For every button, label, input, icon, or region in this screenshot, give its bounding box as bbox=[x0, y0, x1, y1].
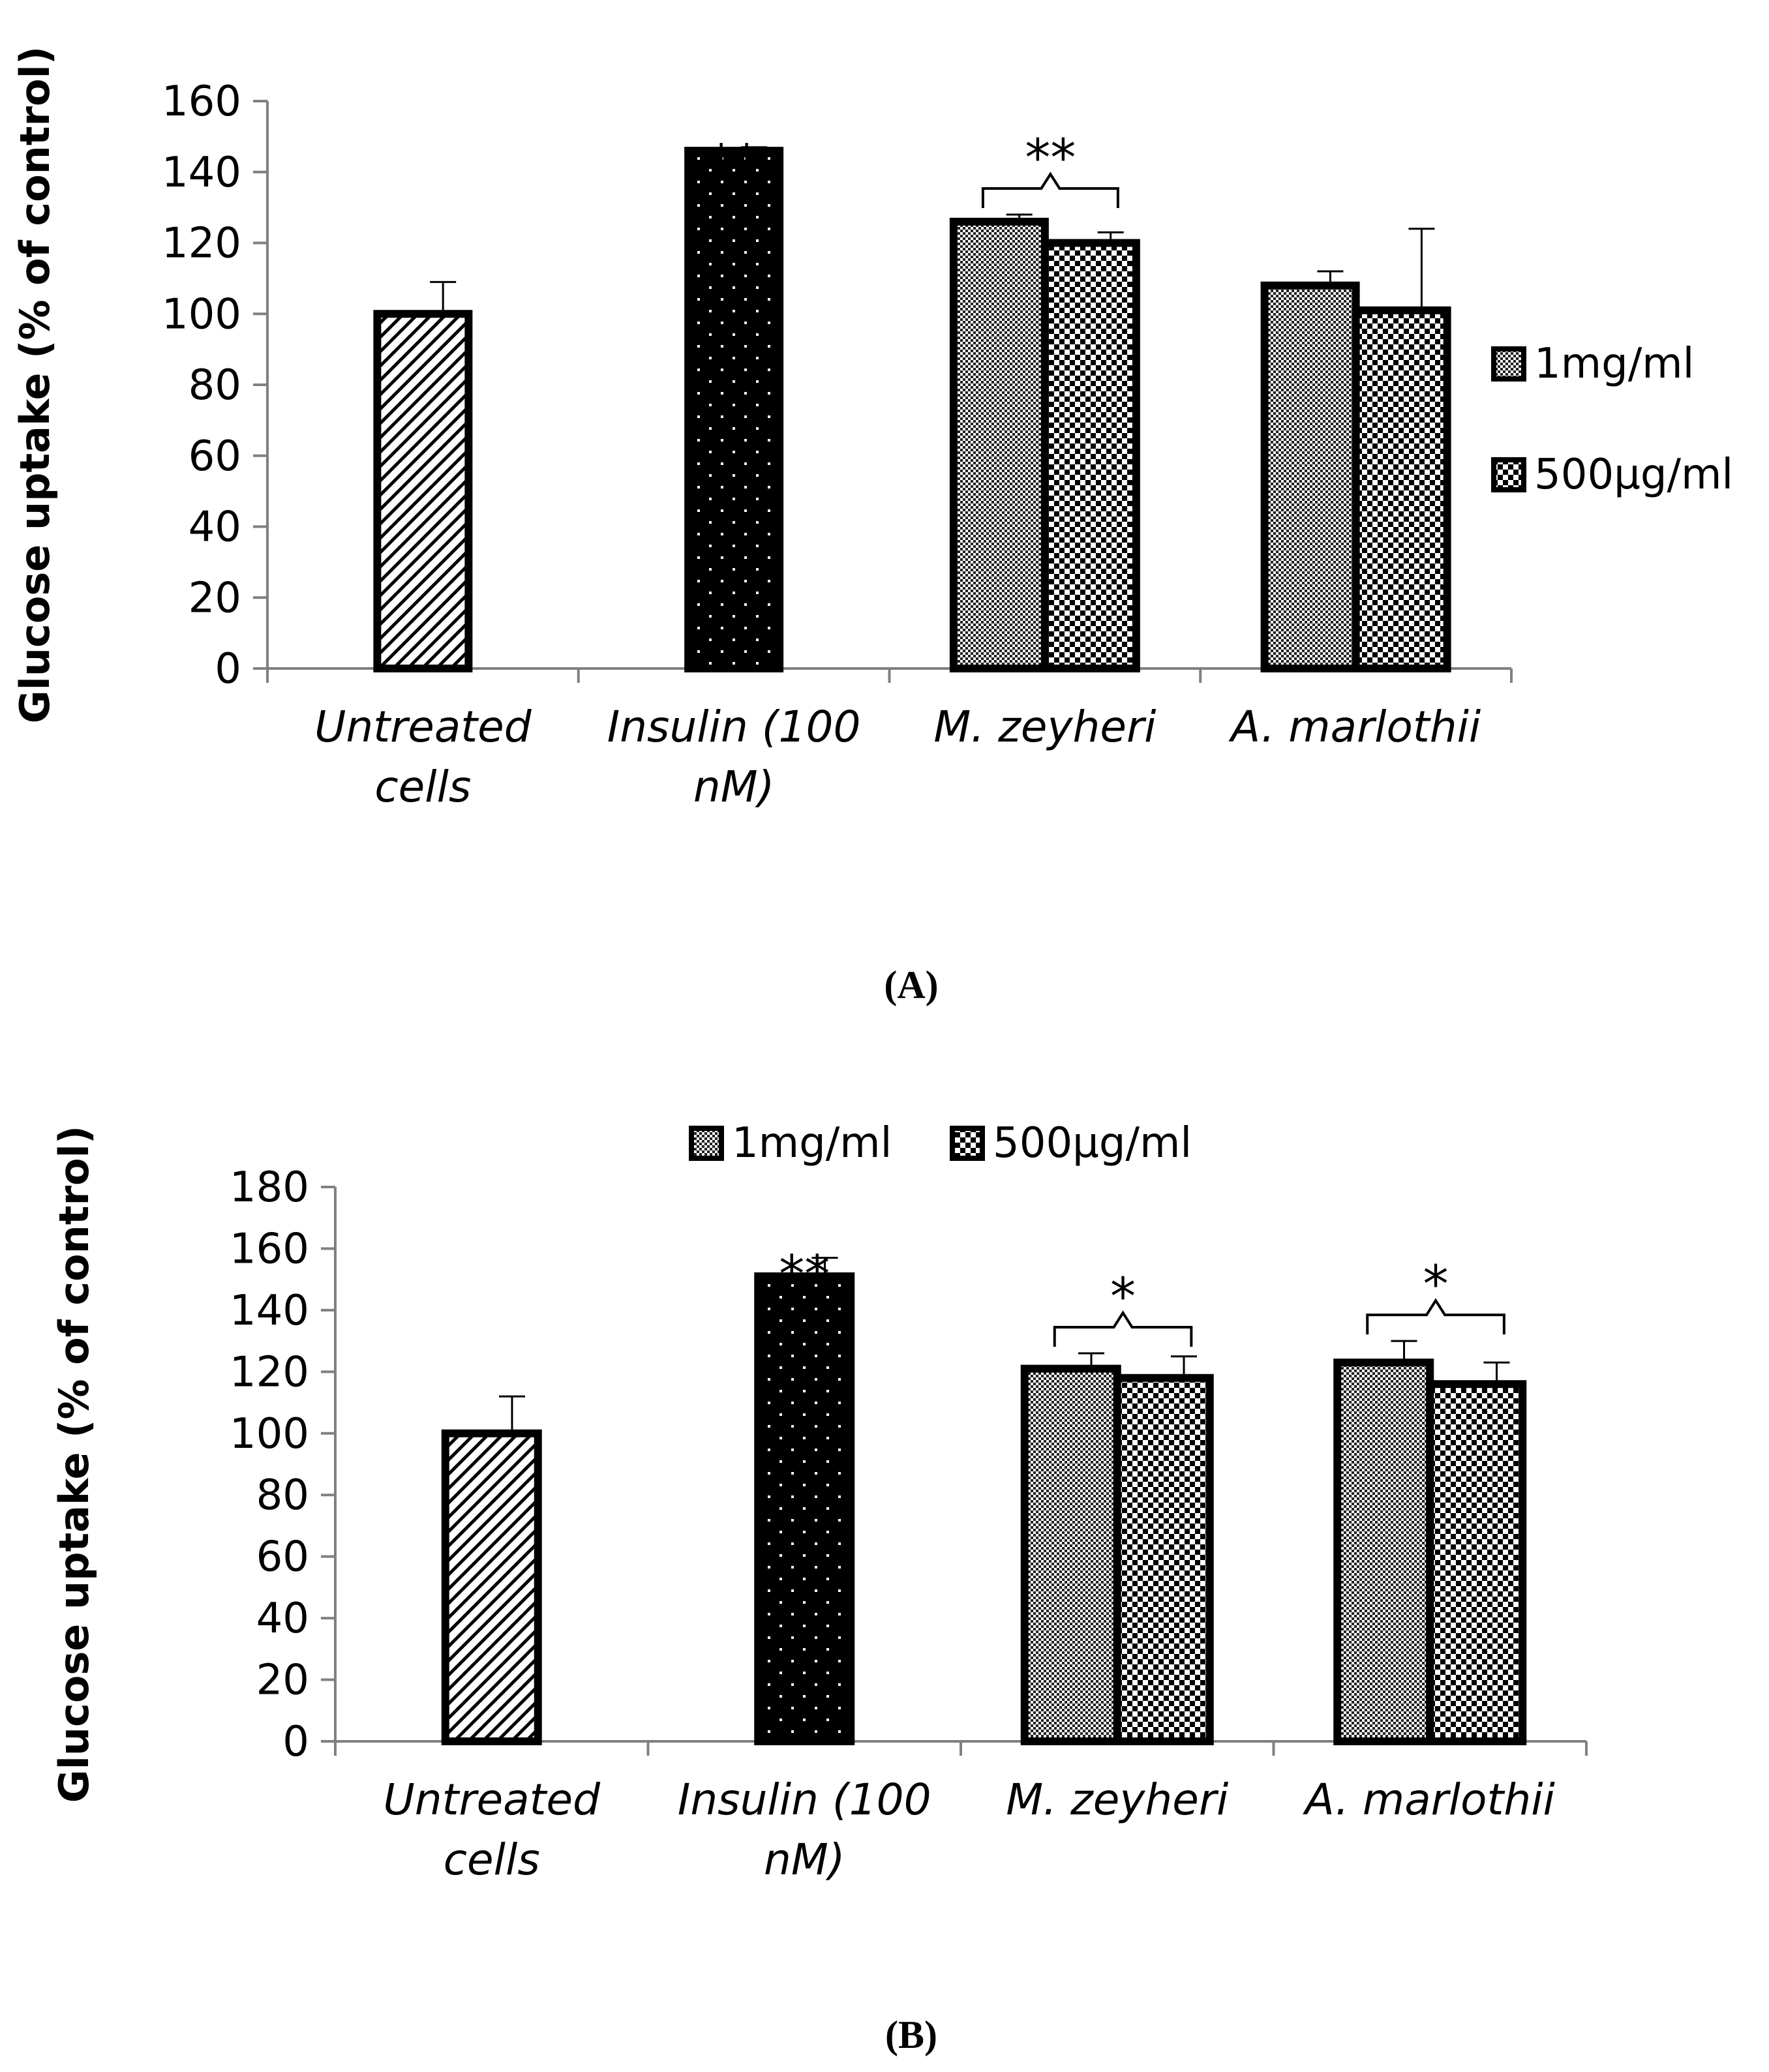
bar bbox=[1020, 1364, 1121, 1745]
bar bbox=[754, 1272, 855, 1745]
legend-swatch bbox=[950, 1126, 985, 1161]
y-tick-label: 120 bbox=[230, 1348, 309, 1396]
significance-bracket bbox=[981, 172, 1119, 208]
x-category-label: Insulin (100 bbox=[678, 1775, 931, 1825]
x-category-label: nM) bbox=[764, 1835, 845, 1885]
y-tick-label: 180 bbox=[230, 1164, 309, 1212]
significance-marker: ** bbox=[1025, 129, 1076, 188]
bar bbox=[684, 147, 784, 672]
y-tick-label: 140 bbox=[230, 1287, 309, 1335]
significance-marker: ** bbox=[779, 1246, 830, 1304]
y-tick-label: 80 bbox=[189, 361, 241, 410]
legend-swatch bbox=[689, 1126, 724, 1161]
legend-swatch bbox=[1491, 457, 1526, 492]
x-category-label: Untreated bbox=[383, 1775, 601, 1825]
bar bbox=[1113, 1374, 1214, 1746]
x-category-label: Untreated bbox=[314, 702, 532, 752]
y-axis-title: Glucose uptake (% of control) bbox=[11, 46, 59, 723]
x-category-label: cells bbox=[444, 1835, 540, 1885]
y-axis-title: Glucose uptake (% of control) bbox=[50, 1126, 98, 1803]
y-tick-label: 160 bbox=[162, 78, 241, 126]
x-category-label: Insulin (100 bbox=[607, 702, 861, 752]
x-category-label: A. marlothii bbox=[1228, 702, 1481, 752]
x-category-label: M. zeyheri bbox=[1006, 1775, 1229, 1825]
bar bbox=[1426, 1380, 1527, 1745]
x-category-label: M. zeyheri bbox=[933, 702, 1157, 752]
significance-marker: * bbox=[1110, 1268, 1136, 1327]
y-tick-label: 100 bbox=[230, 1410, 309, 1458]
significance-bracket bbox=[1366, 1298, 1505, 1335]
y-tick-label: 100 bbox=[162, 290, 241, 338]
y-tick-label: 40 bbox=[256, 1595, 309, 1643]
bar bbox=[949, 217, 1049, 672]
bar bbox=[373, 310, 473, 672]
panel-b-label: (B) bbox=[885, 2013, 937, 2056]
panel-b-chart: 0 20 40 60 80 100 120 140 160 180 Untreated cells In… bbox=[50, 1119, 1588, 1885]
y-tick-label: 120 bbox=[162, 220, 241, 268]
legend-label: 1mg/ml bbox=[1534, 340, 1694, 388]
panel-a-chart: 0 20 40 60 80 100 120 140 160 Untreated cells Insul… bbox=[11, 46, 1733, 812]
bar bbox=[1352, 306, 1451, 672]
panel-a-label: (A) bbox=[884, 963, 938, 1006]
y-tick-label: 60 bbox=[189, 432, 241, 481]
significance-marker: ** bbox=[708, 135, 759, 194]
y-tick-label: 40 bbox=[189, 503, 241, 552]
y-tick-label: 20 bbox=[256, 1657, 309, 1705]
y-tick-label: 140 bbox=[162, 149, 241, 197]
legend-label: 1mg/ml bbox=[732, 1119, 892, 1167]
x-category-label: nM) bbox=[693, 762, 775, 812]
x-category-label: A. marlothii bbox=[1303, 1775, 1556, 1825]
y-tick-label: 0 bbox=[282, 1718, 309, 1766]
legend-label: 500µg/ml bbox=[1534, 451, 1733, 499]
significance-marker: * bbox=[1423, 1255, 1449, 1314]
y-tick-label: 160 bbox=[230, 1225, 309, 1273]
legend-swatch bbox=[1491, 346, 1526, 382]
bar bbox=[1260, 281, 1360, 672]
y-tick-label: 0 bbox=[215, 645, 241, 693]
bar bbox=[441, 1429, 542, 1746]
significance-bracket bbox=[1053, 1310, 1193, 1347]
y-tick-label: 80 bbox=[256, 1471, 309, 1520]
y-tick-label: 60 bbox=[256, 1533, 309, 1582]
bar bbox=[1333, 1359, 1434, 1746]
x-category-label: cells bbox=[374, 762, 471, 812]
bar bbox=[1040, 239, 1140, 672]
y-tick-label: 20 bbox=[189, 574, 241, 622]
legend-label: 500µg/ml bbox=[993, 1119, 1192, 1167]
